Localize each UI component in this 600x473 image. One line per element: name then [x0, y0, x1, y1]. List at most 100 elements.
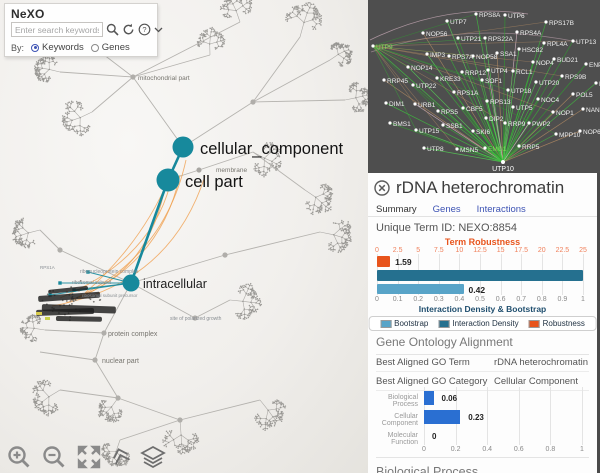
fit-to-screen-icon[interactable]	[76, 444, 102, 470]
gene-node-BUD21[interactable]	[552, 57, 556, 61]
gene-label[interactable]: MSN5	[460, 147, 478, 154]
gene-label[interactable]: PWP2	[532, 121, 551, 128]
gene-label[interactable]: RPS17B	[549, 20, 574, 27]
gene-node-SOF1[interactable]	[480, 78, 484, 82]
subnetwork-panel[interactable]: RPS8A UTP6 UTP7 RPS17B NOP56 UTP21 RPS22A RPS4A…	[368, 0, 600, 173]
gene-node-NOP4[interactable]	[531, 60, 535, 64]
gene-node-RRP12[interactable]	[460, 70, 464, 74]
zoom-in-icon[interactable]	[6, 444, 32, 470]
gene-node-UTP13[interactable]	[571, 39, 575, 43]
gene-node-RPS1A[interactable]	[452, 90, 456, 94]
gene-label[interactable]: NOP56	[426, 31, 448, 38]
gene-node-RPS8A[interactable]	[474, 12, 478, 16]
tab-interactions[interactable]: Interactions	[476, 203, 526, 215]
gene-node-UTP20[interactable]	[534, 80, 538, 84]
gene-label[interactable]: RRP5	[522, 144, 540, 151]
gene-node-PWP2[interactable]	[527, 121, 531, 125]
gene-label[interactable]: RPS1A	[457, 90, 479, 97]
gene-node-CBF5[interactable]	[461, 106, 465, 110]
gene-label[interactable]: RRP12	[465, 70, 486, 77]
gene-node-KRR1[interactable]	[594, 81, 598, 85]
gene-node-EMG1[interactable]	[483, 146, 487, 150]
gene-node-RCL1[interactable]	[511, 69, 515, 73]
gene-label[interactable]: EMG1	[488, 146, 507, 153]
gene-label[interactable]: NOP14	[411, 65, 433, 72]
gene-node-KRE33[interactable]	[435, 76, 439, 80]
gene-node-NOP6[interactable]	[578, 129, 582, 133]
gene-node-NOP14[interactable]	[406, 65, 410, 69]
gene-node-DIM1[interactable]	[384, 101, 388, 105]
gene-node-RPL4A[interactable]	[542, 41, 546, 45]
gene-node-SKI6[interactable]	[471, 129, 475, 133]
gene-label[interactable]: RCL1	[516, 69, 533, 76]
gene-label[interactable]: NOP6	[583, 129, 600, 136]
gene-node-UTP7[interactable]	[445, 19, 449, 23]
gene-label[interactable]: UTP8	[427, 146, 444, 153]
gene-node-RPS7A[interactable]	[447, 54, 451, 58]
gene-node-RRP5[interactable]	[517, 144, 521, 148]
gene-label[interactable]: NOP1	[556, 110, 574, 117]
gene-node-MSN5[interactable]	[455, 147, 459, 151]
gene-node-UTP10[interactable]	[501, 160, 505, 164]
gene-label[interactable]: RPS22A	[488, 36, 514, 43]
layers-icon[interactable]	[140, 445, 166, 469]
radio-keywords[interactable]	[31, 43, 40, 52]
gene-label[interactable]: RPS4A	[520, 30, 542, 37]
gene-node-UTP6[interactable]	[503, 13, 507, 17]
gene-label[interactable]: UTP20	[539, 80, 560, 87]
gene-node-UTP5[interactable]	[511, 105, 515, 109]
gene-label[interactable]: HSC82	[522, 47, 543, 54]
gene-label[interactable]: UTP4	[491, 68, 508, 75]
help-icon[interactable]: ?	[138, 23, 151, 36]
gene-label[interactable]: BUD21	[557, 57, 578, 64]
gene-label[interactable]: RPS5	[441, 109, 458, 116]
gene-node-RPS4A[interactable]	[515, 30, 519, 34]
gene-label[interactable]: SOF1	[485, 78, 502, 85]
gene-label[interactable]: RPS8A	[479, 12, 501, 19]
gene-label[interactable]: DIP2	[489, 116, 504, 123]
gene-label[interactable]: SSB1	[446, 123, 463, 130]
gene-label[interactable]: URB1	[418, 102, 436, 109]
gene-label[interactable]: NOP4	[536, 60, 554, 67]
term-node-cellular-component[interactable]	[172, 136, 194, 158]
term-node-intracellular[interactable]	[122, 274, 140, 292]
gene-node-NOP56[interactable]	[421, 31, 425, 35]
gene-node-ENP1[interactable]	[584, 62, 588, 66]
search-input[interactable]	[11, 22, 103, 37]
gene-node-BMS1[interactable]	[388, 121, 392, 125]
gene-label[interactable]: RRP45	[387, 78, 408, 85]
gene-label[interactable]: RPS13	[490, 99, 511, 106]
gene-node-MPP10[interactable]	[554, 132, 558, 136]
gene-node-HSC82[interactable]	[517, 47, 521, 51]
gene-label[interactable]: NAN1	[586, 107, 600, 114]
gene-node-RPS9B[interactable]	[560, 74, 564, 78]
gene-node-SSA1[interactable]	[495, 51, 499, 55]
gene-node-NOC4[interactable]	[536, 97, 540, 101]
gene-node-UTP9[interactable]	[371, 44, 375, 48]
gene-node-RRP9[interactable]	[503, 121, 507, 125]
gene-node-UTP22[interactable]	[411, 83, 415, 87]
gene-node-UTP8[interactable]	[422, 146, 426, 150]
graph-label[interactable]: cellular_component	[200, 140, 344, 158]
graph-label[interactable]: cell part	[185, 173, 243, 191]
gene-label[interactable]: POL5	[576, 92, 593, 99]
gene-label[interactable]: IMP3	[430, 52, 446, 59]
gene-node-POL5[interactable]	[571, 92, 575, 96]
term-node-cell-part[interactable]	[156, 168, 180, 192]
gene-node-UTP18[interactable]	[506, 88, 510, 92]
gene-label[interactable]: ENP1	[589, 62, 600, 69]
gene-node-NAN1[interactable]	[581, 107, 585, 111]
gene-label-hub[interactable]: UTP10	[492, 166, 514, 173]
refresh-icon[interactable]	[122, 23, 135, 36]
gene-label[interactable]: MPP10	[559, 132, 581, 139]
gene-node-RRP45[interactable]	[382, 78, 386, 82]
gene-label[interactable]: CBF5	[466, 106, 483, 113]
details-scrollbar[interactable]	[597, 173, 600, 473]
gene-label[interactable]: UTP15	[419, 128, 440, 135]
graph-label[interactable]: intracellular	[143, 277, 207, 291]
gene-label[interactable]: UTP6	[508, 13, 525, 20]
gene-node-RPS5[interactable]	[436, 109, 440, 113]
gene-node-URB1[interactable]	[413, 102, 417, 106]
